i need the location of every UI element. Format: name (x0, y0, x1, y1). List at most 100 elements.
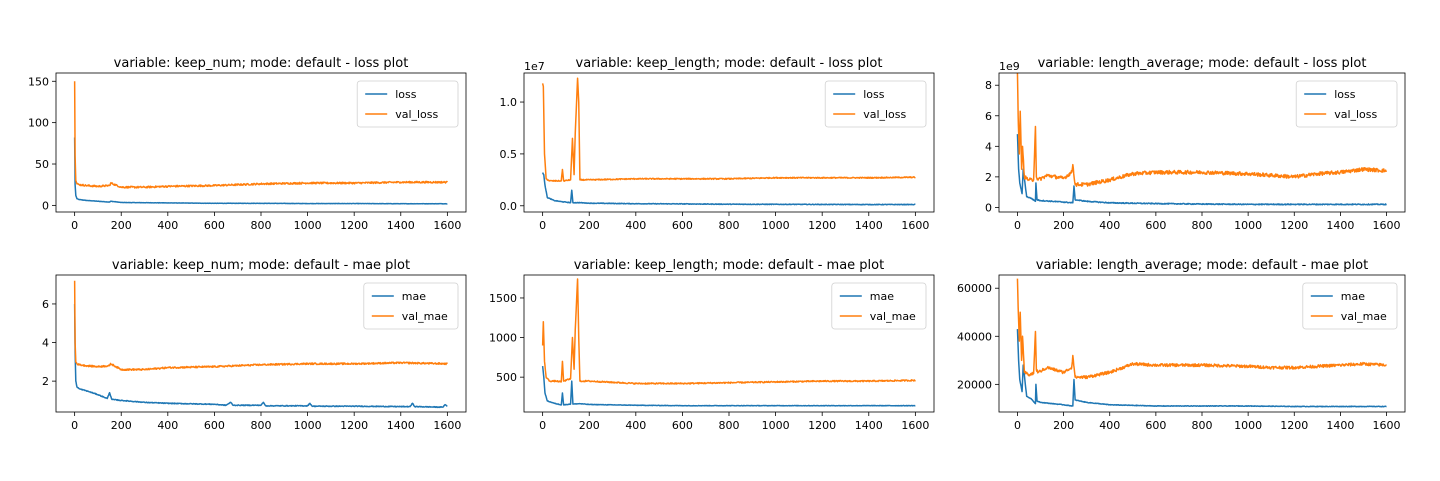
chart-title: variable: keep_length; mode: default - m… (574, 258, 884, 273)
series-line-val_mae (1016, 278, 1387, 380)
legend-label-val_loss: val_loss (863, 108, 906, 121)
y-tick-label: 40000 (957, 330, 992, 343)
y-tick-label: 2 (42, 375, 49, 388)
x-tick-label: 800 (1192, 219, 1213, 232)
legend-label-mae: mae (402, 290, 426, 303)
legend: mae val_mae (363, 282, 459, 330)
legend-label-val_mae: val_mae (870, 310, 916, 323)
x-tick-label: 1400 (387, 419, 415, 432)
legend-label-val_loss: val_loss (1334, 108, 1377, 121)
y-tick-label: 1000 (489, 332, 517, 345)
chart-4: variable: keep_num; mode: default - mae … (42, 258, 467, 432)
x-tick-label: 1400 (855, 219, 883, 232)
x-tick-label: 1200 (340, 219, 368, 232)
series-line-mae (541, 365, 916, 407)
x-tick-label: 1600 (1373, 419, 1401, 432)
chart-title: variable: keep_num; mode: default - mae … (112, 258, 410, 273)
y-tick-label: 1.0 (500, 96, 518, 109)
y-tick-label: 500 (496, 371, 517, 384)
series-line-mae (73, 303, 448, 409)
x-tick-label: 1600 (901, 219, 929, 232)
series-line-val_loss (541, 77, 916, 183)
chart-5: variable: keep_length; mode: default - m… (489, 258, 935, 432)
x-tick-label: 1000 (1234, 219, 1262, 232)
x-tick-label: 600 (1145, 419, 1166, 432)
legend: mae val_mae (1302, 282, 1398, 330)
y-tick-label: 0 (42, 199, 49, 212)
chart-title: variable: keep_length; mode: default - l… (576, 56, 883, 71)
x-tick-label: 200 (579, 219, 600, 232)
y-tick-label: 8 (985, 79, 992, 92)
x-tick-label: 1000 (762, 419, 790, 432)
x-tick-label: 1400 (387, 219, 415, 232)
chart-title: variable: length_average; mode: default … (1036, 258, 1368, 273)
x-tick-label: 0 (71, 419, 78, 432)
x-tick-label: 1200 (808, 419, 836, 432)
x-tick-label: 600 (204, 219, 225, 232)
x-tick-label: 600 (672, 219, 693, 232)
x-tick-label: 400 (625, 219, 646, 232)
legend-box (356, 80, 459, 128)
y-tick-label: 2 (985, 171, 992, 184)
series-line-loss (541, 172, 916, 206)
chart-6: variable: length_average; mode: default … (957, 258, 1406, 432)
x-tick-label: 200 (111, 419, 132, 432)
legend-label-mae: mae (1341, 290, 1365, 303)
x-tick-label: 200 (579, 419, 600, 432)
y-tick-label: 1500 (489, 292, 517, 305)
x-tick-label: 0 (1014, 419, 1021, 432)
x-tick-label: 1200 (1280, 219, 1308, 232)
x-tick-label: 1000 (762, 219, 790, 232)
x-tick-label: 600 (672, 419, 693, 432)
legend-label-loss: loss (1334, 88, 1356, 101)
x-tick-label: 1600 (901, 419, 929, 432)
x-tick-label: 1200 (808, 219, 836, 232)
x-tick-label: 400 (1099, 219, 1120, 232)
chart-2: variable: keep_length; mode: default - l… (500, 56, 935, 232)
x-tick-label: 1200 (340, 419, 368, 432)
legend-box (363, 282, 459, 330)
legend-box (1302, 282, 1398, 330)
x-tick-label: 0 (539, 419, 546, 432)
y-tick-label: 4 (42, 337, 49, 350)
x-tick-label: 400 (625, 419, 646, 432)
x-tick-label: 1600 (433, 219, 461, 232)
x-tick-label: 1200 (1280, 419, 1308, 432)
chart-title: variable: keep_num; mode: default - loss… (114, 56, 409, 71)
y-tick-label: 60000 (957, 282, 992, 295)
series-line-val_mae (73, 280, 448, 372)
chart-3: variable: length_average; mode: default … (985, 56, 1406, 232)
legend: loss val_loss (356, 80, 459, 128)
series-line-val_mae (541, 278, 916, 385)
series-line-loss (73, 137, 448, 205)
chart-title: variable: length_average; mode: default … (1038, 56, 1367, 71)
legend: loss val_loss (1295, 80, 1398, 128)
x-tick-label: 400 (157, 419, 178, 432)
x-tick-label: 1400 (1326, 219, 1354, 232)
y-tick-label: 150 (28, 75, 49, 88)
y-tick-label: 6 (42, 298, 49, 311)
legend-label-loss: loss (395, 88, 417, 101)
y-tick-label: 0 (985, 201, 992, 214)
x-tick-label: 400 (1099, 419, 1120, 432)
legend-box (1295, 80, 1398, 128)
legend-label-val_loss: val_loss (395, 108, 438, 121)
series-line-loss (1016, 134, 1387, 206)
y-tick-label: 6 (985, 110, 992, 123)
x-tick-label: 1600 (433, 419, 461, 432)
x-tick-label: 1400 (855, 419, 883, 432)
legend-label-loss: loss (863, 88, 885, 101)
series-line-val_loss (73, 81, 448, 189)
x-tick-label: 600 (204, 419, 225, 432)
series-line-mae (1016, 329, 1387, 408)
chart-1: variable: keep_num; mode: default - loss… (28, 56, 467, 232)
legend: loss val_loss (824, 80, 927, 128)
legend-label-val_mae: val_mae (402, 310, 448, 323)
x-tick-label: 800 (1192, 419, 1213, 432)
axis-offset-label: 1e7 (524, 60, 545, 73)
x-tick-label: 800 (719, 419, 740, 432)
y-tick-label: 4 (985, 140, 992, 153)
legend-label-mae: mae (870, 290, 894, 303)
x-tick-label: 0 (539, 219, 546, 232)
